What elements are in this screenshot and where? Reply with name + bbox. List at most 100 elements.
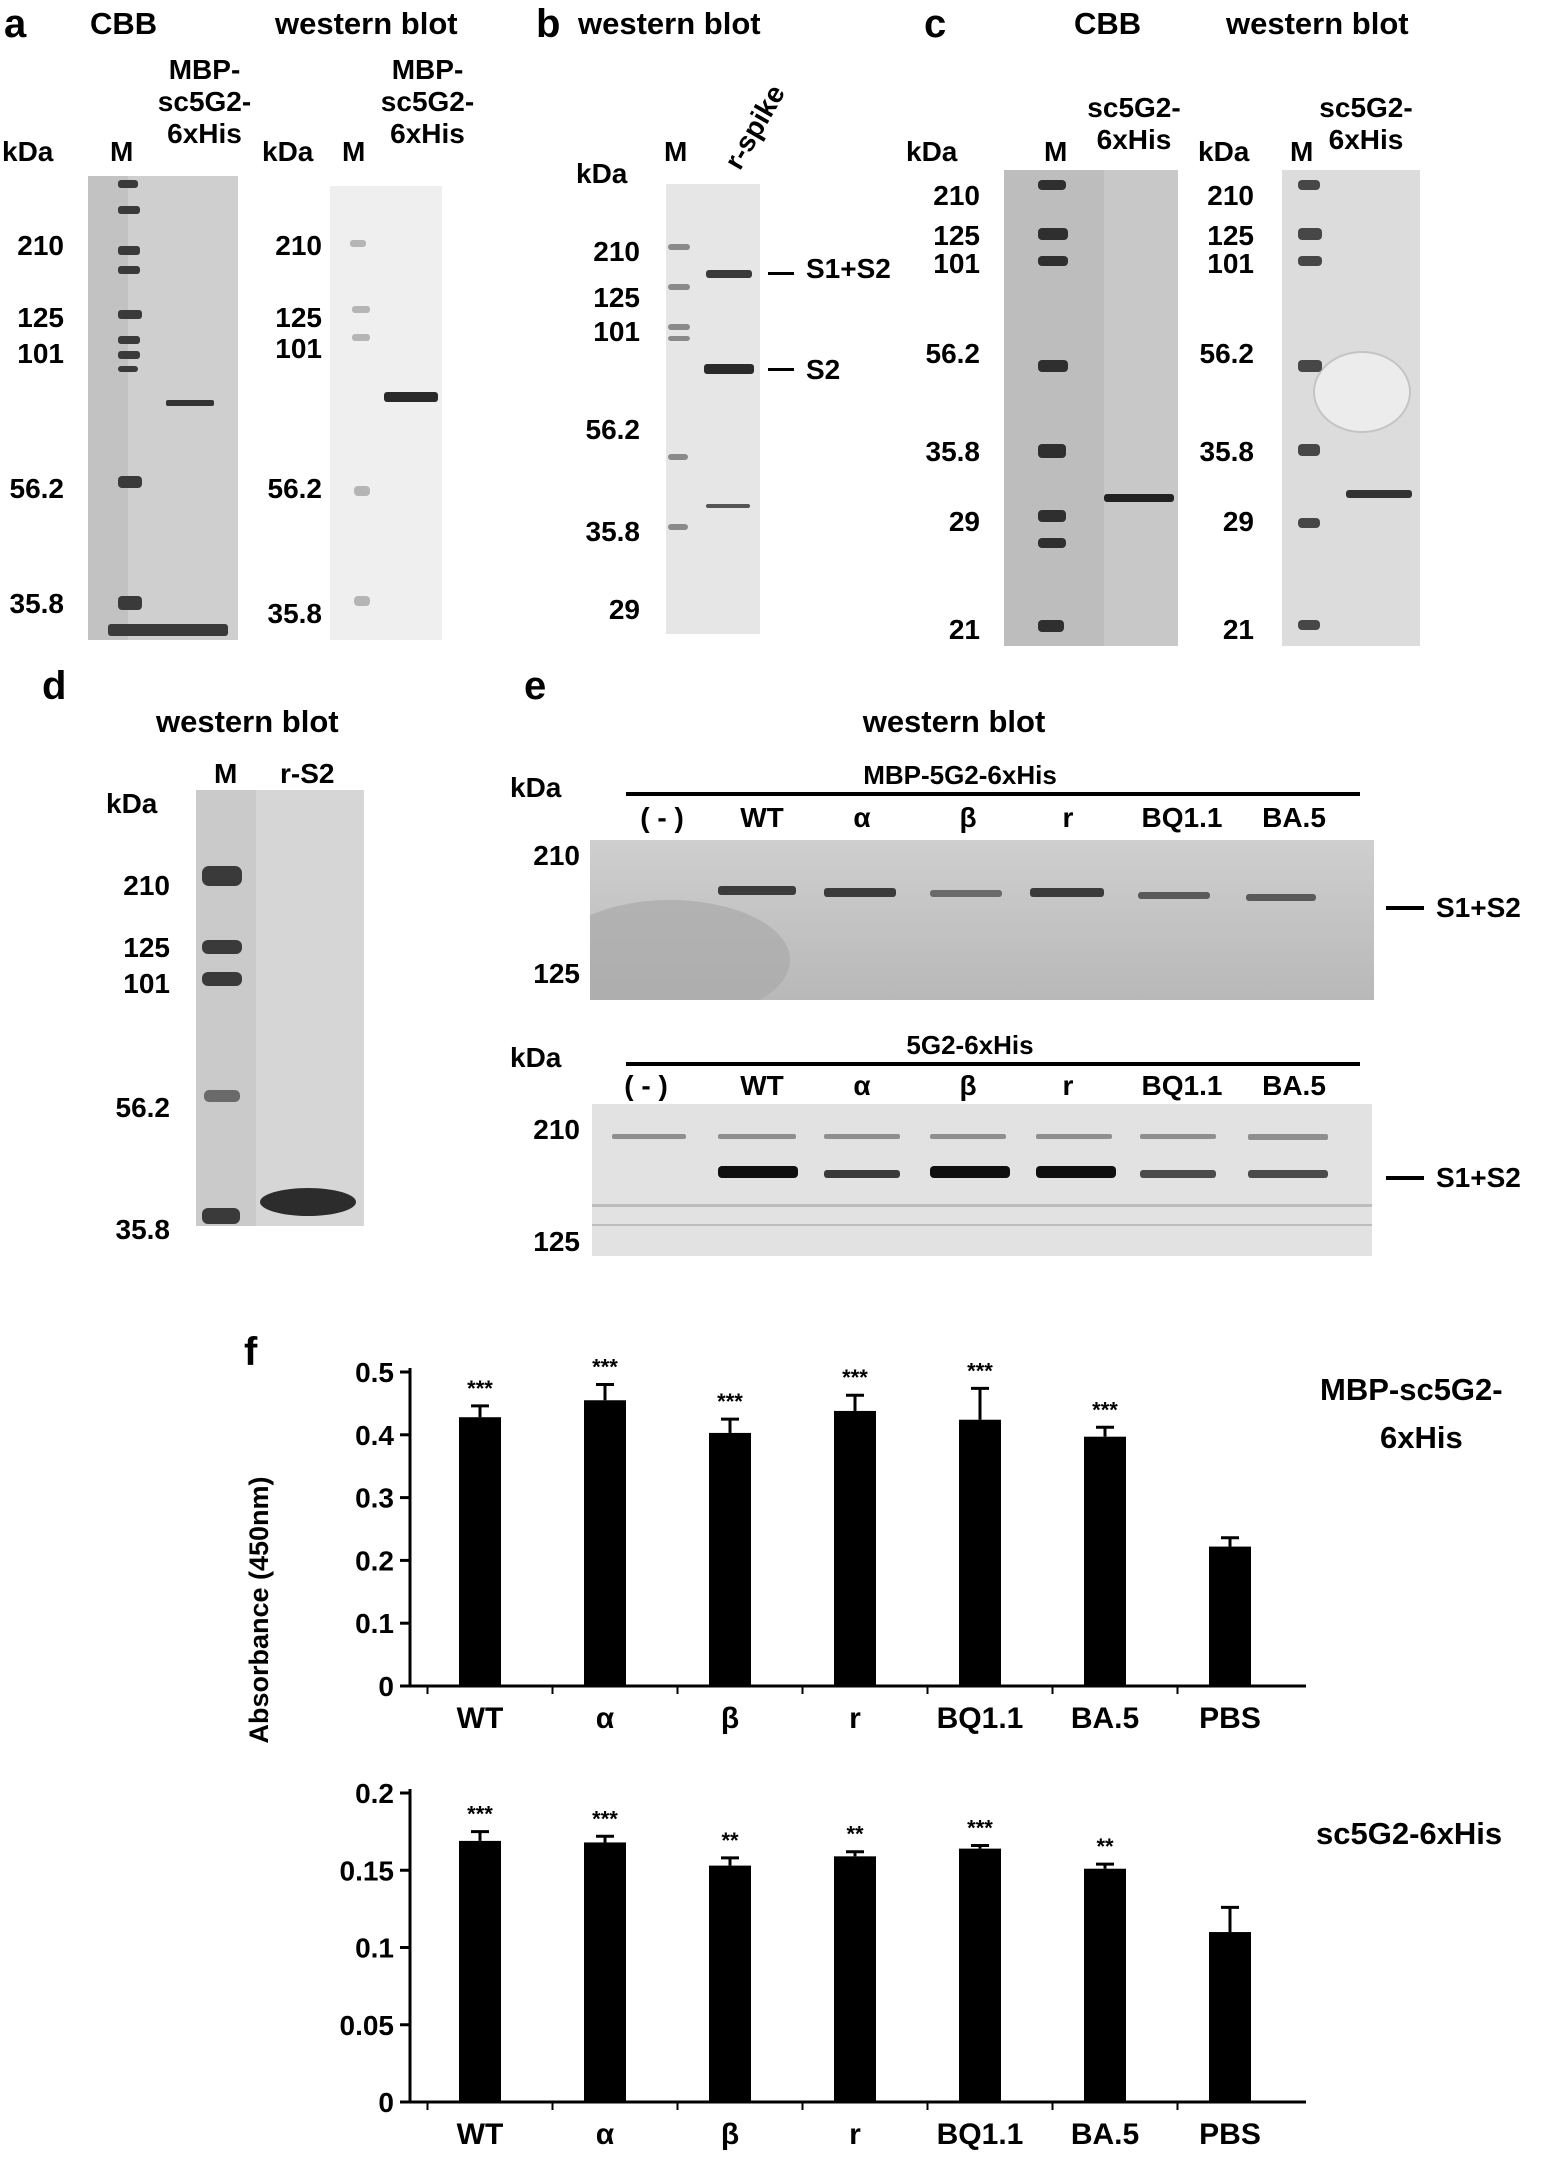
panel-e-bottom-marker: 125	[533, 1226, 580, 1257]
panel-d-title: western blot	[156, 704, 339, 739]
panel-c-wb-title: western blot	[1226, 6, 1409, 41]
panel-c-cbb-marker-lane-label: M	[1044, 136, 1068, 167]
significance-label: ***	[967, 1358, 993, 1383]
panel-c-wb-marker: 29	[1222, 506, 1254, 537]
significance-label: **	[846, 1822, 864, 1847]
panel-e-top-band-label: S1+S2	[1436, 892, 1521, 923]
panel-a-wb-marker: 56.2	[267, 473, 323, 504]
panel-e-bottom-bracket-line	[626, 1062, 1360, 1066]
bar	[1084, 1436, 1126, 1686]
panel-a-cbb-marker: 101	[17, 338, 64, 369]
panel-e-top-lane-label: α	[853, 802, 871, 833]
panel-b-kda-label: kDa	[576, 158, 628, 189]
panel-c-letter: c	[924, 2, 947, 46]
panel-e-bottom-lane-label: r	[1062, 1070, 1074, 1101]
panel-b-marker: 210	[593, 236, 640, 267]
panel-b-marker: 125	[593, 282, 640, 313]
x-tick-label: WT	[457, 2118, 504, 2151]
x-tick-label: WT	[457, 1702, 504, 1735]
panel-e-bottom-marker: 210	[533, 1114, 580, 1145]
y-tick-label: 0.5	[355, 1357, 394, 1388]
panel-a-cbb-marker: 56.2	[9, 473, 65, 504]
panel-c-wb-kda-label: kDa	[1198, 136, 1250, 167]
panel-e-bottom-band-pointer	[1386, 1176, 1424, 1180]
panel-a-cbb-marker: 210	[17, 230, 64, 261]
x-tick-label: r	[849, 2118, 861, 2151]
y-axis-title: Absorbance (450nm)	[244, 1476, 274, 1743]
panel-e-top-lane-label: WT	[740, 802, 784, 833]
x-tick-label: BQ1.1	[937, 2118, 1024, 2151]
panel-e-bottom-band-label: S1+S2	[1436, 1162, 1521, 1193]
panel-a-cbb-marker: 35.8	[9, 588, 65, 619]
bar	[959, 1419, 1001, 1686]
panel-e-top-lane-label: BA.5	[1262, 802, 1326, 833]
y-tick-label: 0.3	[355, 1483, 394, 1514]
panel-d-gel	[196, 790, 364, 1226]
panel-e-top-bracket-line	[626, 792, 1360, 796]
panel-d-marker: 101	[123, 968, 170, 999]
panel-c-wb-gel	[1282, 170, 1420, 646]
bar	[1084, 1868, 1126, 2102]
panel-e-bottom-lane-label: BA.5	[1262, 1070, 1326, 1101]
panel-a-cbb-sample-label: MBP-sc5G2- 6xHis	[157, 54, 252, 150]
panel-a-wb-marker: 101	[275, 333, 322, 364]
panel-e-title: western blot	[862, 704, 1046, 739]
panel-d-marker-lane-label: M	[214, 758, 238, 789]
x-tick-label: PBS	[1199, 2118, 1261, 2151]
panel-a-wb-gel	[330, 186, 442, 640]
panel-c-wb-marker: 125	[1207, 220, 1254, 251]
y-tick-label: 0.05	[340, 2010, 395, 2041]
panel-e-top-construct-label: MBP-5G2-6xHis	[863, 760, 1057, 790]
panel-c-cbb-marker: 35.8	[925, 436, 981, 467]
panel-a-wb-marker: 210	[275, 230, 322, 261]
panel-e-top-band-pointer	[1386, 906, 1424, 910]
panel-d-lane-label: r-S2	[280, 758, 335, 789]
x-tick-label: r	[849, 1702, 861, 1735]
panel-b-title: western blot	[578, 6, 761, 41]
panel-c-wb-marker: 21	[1222, 614, 1254, 645]
panel-a-wb-sample-label: MBP-sc5G2- 6xHis	[380, 54, 475, 150]
significance-label: **	[721, 1828, 739, 1853]
y-tick-label: 0.1	[355, 1933, 394, 1964]
panel-e-top-marker: 210	[533, 840, 580, 871]
significance-label: ***	[592, 1806, 618, 1831]
panel-e-bottom-lane-label: ( - )	[624, 1070, 668, 1101]
panel-e-top-lane-label: r	[1062, 802, 1074, 833]
panel-a-wb-marker: 125	[275, 302, 322, 333]
y-tick-label: 0.2	[355, 1778, 394, 1809]
y-tick-label: 0	[378, 1671, 394, 1702]
significance-label: ***	[467, 1802, 493, 1827]
panel-c-cbb-gel	[1004, 170, 1178, 646]
y-tick-label: 0.4	[355, 1420, 394, 1451]
panel-d-marker: 56.2	[115, 1092, 171, 1123]
panel-b-marker-lane-label: M	[664, 136, 688, 167]
significance-label: ***	[967, 1816, 993, 1841]
x-tick-label: α	[596, 2118, 615, 2151]
panel-e-top-gel	[590, 840, 1374, 1000]
bar	[459, 1417, 501, 1686]
panel-e-bottom-construct-label: 5G2-6xHis	[906, 1030, 1034, 1060]
panel-a-cbb-title: CBB	[90, 6, 158, 41]
chart-title-line2: 6xHis	[1380, 1420, 1463, 1455]
panel-b-marker: 101	[593, 316, 640, 347]
panel-c-wb-marker: 101	[1207, 248, 1254, 279]
significance-label: **	[1096, 1834, 1114, 1859]
bar	[834, 1856, 876, 2102]
panel-b-gel	[666, 184, 760, 634]
x-tick-label: β	[721, 1702, 739, 1735]
panel-b-band-label: S1+S2	[806, 253, 891, 284]
panel-e-top-marker: 125	[533, 958, 580, 989]
panel-c-cbb-marker: 56.2	[925, 338, 981, 369]
bar	[959, 1848, 1001, 2102]
x-tick-label: BQ1.1	[937, 1702, 1024, 1735]
significance-label: ***	[842, 1365, 868, 1390]
significance-label: ***	[1092, 1397, 1118, 1422]
panel-e-bottom-lane-label: WT	[740, 1070, 784, 1101]
x-tick-label: β	[721, 2118, 739, 2151]
panel-e-top-lane-label: ( - )	[640, 802, 684, 833]
panel-c-wb-marker: 35.8	[1199, 436, 1255, 467]
panel-c-cbb-sample-label: sc5G2- 6xHis	[1087, 92, 1181, 156]
panel-e-top-lane-label: BQ1.1	[1141, 802, 1223, 833]
bar	[459, 1840, 501, 2102]
